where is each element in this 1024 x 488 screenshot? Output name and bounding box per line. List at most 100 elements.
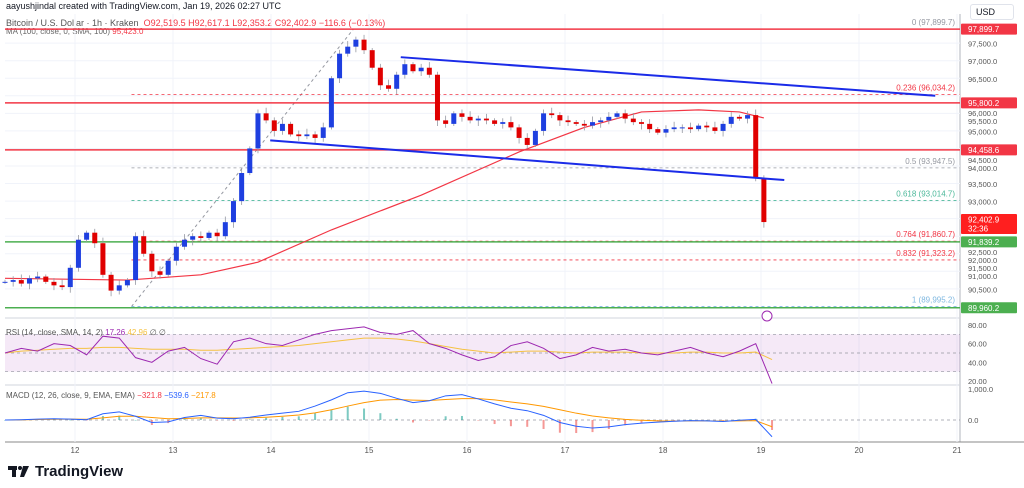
candle (426, 67, 432, 75)
macd-histogram-bar (460, 415, 463, 420)
candle (75, 239, 81, 268)
candle (475, 118, 481, 121)
candle (565, 120, 571, 123)
chart-credit: aayushjindal created with TradingView.co… (6, 1, 281, 11)
macd-histogram-bar (493, 420, 496, 425)
candle (312, 134, 318, 138)
candle (679, 127, 685, 129)
macd-legend[interactable]: MACD (12, 26, close, 9, EMA, EMA) −321.8… (6, 391, 216, 400)
candle (720, 123, 726, 131)
candle (124, 280, 130, 286)
rsi-axis-label: 40.00 (968, 358, 987, 367)
candle (418, 67, 424, 72)
macd-histogram-bar (330, 410, 333, 420)
candle (638, 122, 644, 124)
candle (541, 113, 547, 131)
candle (337, 53, 343, 79)
macd-histogram-bar (379, 413, 382, 420)
candle (279, 123, 285, 131)
price-axis-label: 94,500.0 (968, 156, 997, 165)
ma-label: MA (100, close, 0, SMA, 100) (6, 27, 111, 36)
macd-histogram-bar (673, 420, 676, 421)
fib-level-label: 0 (97,899.7) (912, 18, 955, 27)
candle (581, 123, 587, 126)
candle (108, 274, 114, 291)
macd-histogram-bar (265, 417, 268, 420)
last-price-tag-bg (961, 214, 1017, 235)
rsi-line (4, 326, 773, 384)
macd-label: MACD (12, 26, close, 9, EMA, EMA) (6, 391, 135, 400)
macd-histogram-bar (216, 420, 219, 421)
macd-histogram-bar (281, 416, 284, 420)
price-axis-label: 94,000.0 (968, 164, 997, 173)
candle (26, 278, 32, 284)
macd-axis-label: 0.0 (968, 416, 978, 425)
macd-histogram-bar (558, 420, 561, 433)
time-axis-label: 17 (561, 446, 570, 455)
macd-histogram-bar (314, 413, 317, 420)
candle (304, 134, 310, 137)
macd-histogram-bar (199, 417, 202, 420)
macd-value: −539.6 (164, 391, 189, 400)
candle (386, 85, 392, 89)
candle (353, 39, 359, 47)
trendline (400, 56, 936, 97)
candle (467, 116, 473, 121)
price-axis-label: 95,000.0 (968, 127, 997, 136)
candle (18, 280, 24, 284)
macd-hist-value: −321.8 (137, 391, 162, 400)
price-axis-bg (960, 14, 1024, 456)
price-axis-label: 91,000.0 (968, 272, 997, 281)
rsi-axis-label: 80.00 (968, 321, 987, 330)
candle (590, 122, 596, 126)
candle (532, 130, 538, 145)
rsi-axis-label: 20.00 (968, 377, 987, 386)
rsi-legend[interactable]: RSI (14, close, SMA, 14, 2) 17.26 42.96 … (6, 328, 166, 337)
fib-level-label: 0.236 (96,034.2) (896, 84, 955, 93)
candle (43, 276, 49, 282)
rsi-extra-1: ∅ (149, 328, 157, 337)
macd-histogram-bar (444, 416, 447, 420)
candle (271, 120, 277, 131)
macd-histogram-bar (542, 420, 545, 429)
time-axis-label: 12 (71, 446, 80, 455)
candle (630, 118, 636, 123)
time-axis-label: 20 (855, 446, 864, 455)
macd-signal-line (4, 398, 773, 428)
macd-histogram-bar (412, 420, 414, 423)
price-axis-label: 96,000.0 (968, 109, 997, 118)
macd-histogram-bar (509, 420, 512, 427)
fib-level-label: 1 (89,995.2) (912, 296, 955, 305)
macd-histogram-bar (4, 420, 6, 421)
candle (51, 281, 57, 286)
symbol-name[interactable]: Bitcoin / U.S. Dollar · 1h · Kraken (6, 18, 139, 28)
last-price-tag: 92,402.9 (968, 216, 1000, 225)
candle (622, 113, 628, 119)
macd-histogram-bar (52, 419, 55, 421)
candle (182, 239, 188, 247)
tradingview-logo[interactable]: TradingView (8, 463, 123, 480)
price-tag-bg (961, 144, 1017, 156)
candle (549, 113, 555, 116)
candle (614, 113, 620, 117)
fib-level-label: 0.5 (93,947.5) (905, 157, 955, 166)
ma-legend[interactable]: MA (100, close, 0, SMA, 100) 95,423.0 (6, 27, 143, 36)
rsi-axis-label: 60.00 (968, 340, 987, 349)
candle (59, 285, 65, 288)
candle (598, 120, 604, 123)
candle (84, 232, 90, 240)
candle (573, 122, 579, 124)
currency-selector[interactable]: USD (970, 4, 1014, 20)
time-axis-label: 13 (169, 446, 178, 455)
candle (67, 267, 73, 288)
symbol-legend[interactable]: Bitcoin / U.S. Dollar · 1h · Kraken O92,… (6, 18, 385, 28)
macd-histogram-bar (607, 420, 610, 429)
candle (133, 236, 139, 281)
macd-histogram-bar (477, 420, 480, 421)
ohlc-open: O92,519.5 (143, 18, 186, 28)
price-axis-label: 90,500.0 (968, 285, 997, 294)
candle (434, 74, 440, 121)
candle (247, 148, 253, 174)
fib-level-label: 0.832 (91,323.2) (896, 249, 955, 258)
